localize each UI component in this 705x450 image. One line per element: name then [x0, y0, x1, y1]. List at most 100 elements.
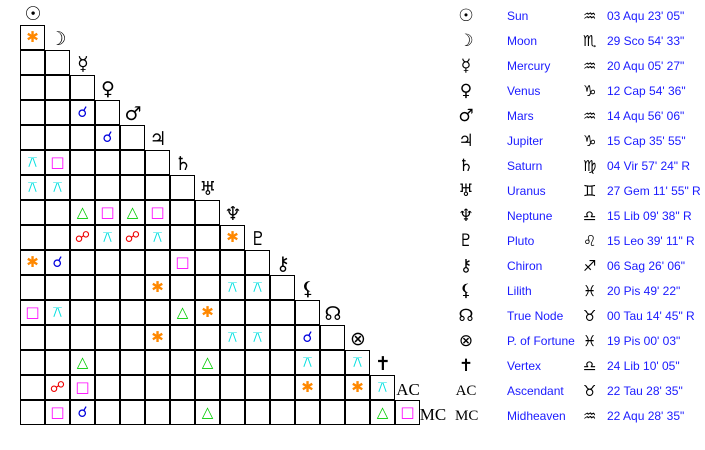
aspect-cell: [120, 400, 145, 425]
aspect-cell: ✱: [345, 375, 370, 400]
aspect-cell: ☌: [45, 250, 70, 275]
planet-name: Midheaven: [507, 409, 566, 423]
aspect-cell: ✱: [220, 225, 245, 250]
aspect-cell: [195, 325, 220, 350]
libra-icon: ♎: [583, 357, 597, 375]
pluto-icon: ♇: [249, 227, 267, 250]
aspect-cell: □: [170, 250, 195, 275]
aspect-cell: ⚻: [245, 275, 270, 300]
aspect-cell: [245, 300, 270, 325]
midheaven-label: MC: [455, 408, 479, 424]
aspect-tri-icon: △: [201, 353, 214, 371]
planet-row: ♀ Venus ♑ 12 Cap 54' 36": [455, 80, 705, 105]
aspect-cell: [270, 300, 295, 325]
saturn-icon: ♄: [174, 152, 192, 175]
aspect-qx-icon: ⚻: [27, 153, 38, 171]
aspect-sext-icon: ✱: [351, 378, 364, 396]
planet-position: 15 Lib 09' 38" R: [607, 209, 692, 223]
aspect-cell: [295, 300, 320, 325]
aspect-qx-icon: ⚻: [252, 278, 263, 296]
aspect-cell: [20, 275, 45, 300]
aspect-cell: [95, 350, 120, 375]
neptune-icon: ♆: [458, 206, 474, 226]
planet-name: P. of Fortune: [507, 334, 575, 348]
aspect-sq-icon: □: [400, 403, 415, 421]
planet-name: Chiron: [507, 259, 543, 273]
planet-position: 15 Cap 35' 55": [607, 134, 686, 148]
planet-position: 03 Aqu 23' 05": [607, 9, 685, 23]
aspect-cell: [95, 100, 120, 125]
aspect-cell: [95, 300, 120, 325]
planet-row: ✝ Vertex ♎ 24 Lib 10' 05": [455, 355, 705, 380]
planet-name: Uranus: [507, 184, 546, 198]
aspect-qx-icon: ⚻: [377, 378, 388, 396]
jupiter-icon: ♃: [458, 131, 474, 151]
aspect-cell: △: [195, 350, 220, 375]
planet-position: 12 Cap 54' 36": [607, 84, 686, 98]
aspect-cell: [145, 400, 170, 425]
aspect-conj-icon: ☌: [102, 128, 113, 146]
aspect-tri-icon: △: [76, 203, 89, 221]
aspect-cell: [270, 325, 295, 350]
aspect-sext-icon: ✱: [151, 278, 164, 296]
planet-row: ☿ Mercury ♒ 20 Aqu 05' 27": [455, 55, 705, 80]
aspect-cell: □: [395, 400, 420, 425]
planet-row: ⚸ Lilith ♓ 20 Pis 49' 22": [455, 280, 705, 305]
aspect-cell: [70, 150, 95, 175]
planet-name: Neptune: [507, 209, 553, 223]
mercury-icon: ☿: [77, 52, 89, 75]
aspect-cell: ☌: [70, 100, 95, 125]
aspect-cell: [45, 100, 70, 125]
aspect-cell: ☍: [45, 375, 70, 400]
aspect-cell: [245, 375, 270, 400]
aspect-cell: ☌: [295, 325, 320, 350]
chiron-icon: ⚷: [276, 252, 290, 275]
aspect-cell: [170, 375, 195, 400]
aspect-conj-icon: ☌: [77, 403, 88, 421]
gemini-icon: ♊: [583, 182, 597, 200]
aspect-cell: [145, 150, 170, 175]
part-of-fortune-icon: ⊗: [458, 331, 474, 351]
aspect-cell: [120, 175, 145, 200]
libra-icon: ♎: [583, 207, 597, 225]
aspect-sq-icon: □: [150, 203, 165, 221]
aspect-sq-icon: □: [25, 303, 40, 321]
scorpio-icon: ♏: [583, 32, 597, 50]
aspect-qx-icon: ⚻: [52, 303, 63, 321]
aspect-cell: ✱: [195, 300, 220, 325]
aspect-cell: ⚻: [45, 175, 70, 200]
aspect-sext-icon: ✱: [26, 253, 39, 271]
aspect-cell: ⚻: [245, 325, 270, 350]
aspect-conj-icon: ☌: [52, 253, 63, 271]
aspect-cell: [220, 250, 245, 275]
aspect-cell: ⚻: [20, 150, 45, 175]
aspect-cell: [120, 375, 145, 400]
planet-row: ♃ Jupiter ♑ 15 Cap 35' 55": [455, 130, 705, 155]
lilith-icon: ⚸: [459, 281, 473, 301]
aspect-cell: ⚻: [145, 225, 170, 250]
aspect-cell: [170, 400, 195, 425]
aspect-sext-icon: ✱: [26, 28, 39, 46]
aspect-opp-icon: ☍: [124, 228, 141, 246]
aspect-cell: [245, 250, 270, 275]
aspect-cell: [270, 350, 295, 375]
aspect-tri-icon: △: [76, 353, 89, 371]
aspect-cell: [20, 100, 45, 125]
aspect-cell: [20, 375, 45, 400]
aspect-cell: [270, 375, 295, 400]
aspect-opp-icon: ☍: [74, 228, 91, 246]
ascendant-label: AC: [455, 383, 477, 399]
aspect-cell: [320, 350, 345, 375]
aspect-cell: [295, 400, 320, 425]
taurus-icon: ♉: [583, 382, 597, 400]
aspect-qx-icon: ⚻: [352, 353, 363, 371]
uranus-icon: ♅: [458, 181, 474, 201]
aspect-cell: [45, 350, 70, 375]
planet-position: 22 Aqu 28' 35": [607, 409, 685, 423]
aspect-cell: [45, 275, 70, 300]
aspect-cell: ⚻: [345, 350, 370, 375]
capricorn-icon: ♑: [583, 132, 597, 150]
aspect-cell: [120, 325, 145, 350]
aspect-qx-icon: ⚻: [227, 278, 238, 296]
planet-name: Venus: [507, 84, 541, 98]
